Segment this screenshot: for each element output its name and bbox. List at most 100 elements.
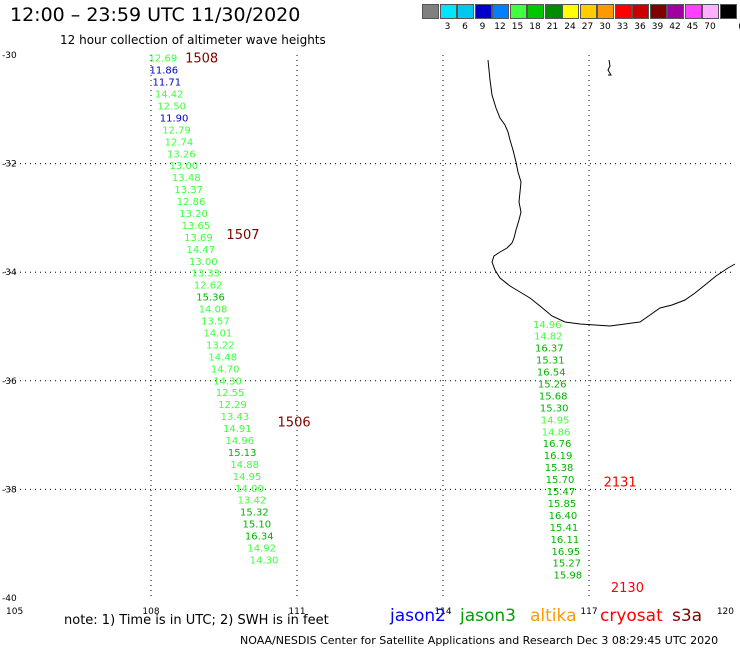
latitude-tick-label: -34 — [2, 268, 17, 278]
wave-height-value: 14.92 — [247, 544, 276, 555]
wave-height-value: 11.86 — [150, 66, 179, 77]
scale-swatch — [509, 4, 527, 19]
pass-number-label: 1508 — [185, 52, 218, 67]
wave-height-value: 15.10 — [242, 520, 271, 531]
wave-height-value: 13.57 — [201, 317, 230, 328]
wave-height-value: 12.50 — [157, 101, 186, 112]
satellite-altika-label: altika — [530, 606, 577, 626]
track-2131-2130: 14.9614.8216.3715.3116.5415.2615.6815.30… — [533, 320, 644, 596]
wave-height-value: 15.13 — [228, 448, 257, 459]
scale-label: 70 — [704, 22, 716, 32]
wave-height-value: 15.38 — [545, 463, 574, 474]
scale-label: 27 — [581, 22, 594, 32]
units-note: note: 1) Time is in UTC; 2) SWH is in fe… — [64, 613, 329, 628]
wave-height-value: 14.82 — [534, 332, 563, 343]
footer-credit: NOAA/NESDIS Center for Satellite Applica… — [240, 634, 719, 647]
wave-height-value: 12.79 — [162, 125, 191, 136]
wave-height-value: 11.71 — [152, 78, 181, 89]
satellite-jason3-label: jason3 — [460, 606, 516, 626]
wave-height-value: 14.00 — [235, 484, 264, 495]
wave-height-value: 14.30 — [250, 555, 279, 566]
latitude-tick-label: -38 — [2, 485, 17, 495]
scale-swatch — [474, 4, 492, 19]
wave-height-value: 12.62 — [194, 281, 223, 292]
wave-height-value: 14.42 — [155, 90, 184, 101]
latitude-tick-label: -32 — [2, 160, 17, 170]
scale-label: 12 — [494, 22, 506, 32]
scale-swatch — [667, 4, 684, 19]
scale-swatch — [422, 4, 439, 19]
grid-lines — [5, 55, 735, 598]
scale-swatch — [544, 4, 562, 19]
wave-height-value: 14.96 — [225, 436, 254, 447]
satellite-s3a-label: s3a — [672, 606, 703, 626]
scale-label: 6 — [462, 22, 468, 32]
scale-swatch — [614, 4, 632, 19]
axis-labels: 105 108 111 114 117 120 -30 -32 -34 -36 -38 -40 — [2, 51, 734, 617]
scale-swatch — [719, 4, 737, 19]
wave-height-value: 14.30 — [213, 376, 242, 387]
australia-coastline — [487, 59, 736, 327]
wave-height-value: 13.43 — [221, 412, 250, 423]
wave-height-value: 12.86 — [177, 197, 206, 208]
scale-label: 36 — [634, 22, 646, 32]
scale-swatch — [684, 4, 702, 19]
wave-height-value: 13.37 — [174, 185, 203, 196]
wave-height-value: 15.98 — [553, 571, 582, 582]
island-shape — [607, 59, 612, 76]
scale-swatch — [702, 4, 719, 19]
scale-label: 24 — [564, 22, 576, 32]
longitude-tick-label: 117 — [580, 607, 597, 617]
scale-swatch — [527, 4, 544, 19]
latitude-tick-label: -36 — [2, 377, 17, 387]
wave-height-value: 12.74 — [165, 137, 194, 148]
wave-height-value: 14.88 — [230, 460, 259, 471]
wave-height-value: 16.95 — [552, 547, 581, 558]
wave-height-value: 14.95 — [541, 415, 570, 426]
wave-height-value: 16.19 — [544, 451, 573, 462]
scale-label: 33 — [616, 22, 629, 32]
scale-label: 30 — [599, 22, 611, 32]
scale-swatch — [492, 4, 509, 19]
wave-height-value: 16.54 — [537, 368, 566, 379]
satellite-cryosat-label: cryosat — [600, 606, 663, 626]
pass-number-label: 1507 — [226, 228, 259, 243]
wave-height-value: 14.86 — [542, 427, 571, 438]
wave-height-value: 13.00 — [189, 257, 218, 268]
satellite-jason2-label: jason2 — [390, 606, 446, 626]
latitude-tick-label: -30 — [2, 51, 17, 61]
pass-number-label: 2131 — [604, 475, 637, 490]
scale-label: 42 — [669, 22, 681, 32]
wave-height-value: 13.22 — [206, 340, 235, 351]
wave-height-value: 14.47 — [187, 245, 216, 256]
longitude-tick-label: 105 — [6, 607, 23, 617]
wave-height-value: 14.48 — [208, 352, 237, 363]
wave-height-value: 13.69 — [184, 233, 213, 244]
scale-swatch — [597, 4, 614, 19]
map-title: 12:00 – 23:59 UTC 11/30/2020 — [10, 4, 301, 26]
wave-height-value: 15.32 — [240, 508, 269, 519]
wave-height-value: 13.33 — [191, 269, 220, 280]
scale-label: 3 — [444, 22, 451, 32]
pass-number-label: 1506 — [278, 416, 311, 431]
wave-height-value: 15.27 — [553, 559, 582, 570]
wave-height-value: 15.47 — [547, 487, 576, 498]
wave-height-value: 11.90 — [160, 113, 189, 124]
wave-height-value: 14.08 — [199, 305, 228, 316]
scale-label: 18 — [529, 22, 541, 32]
wave-height-value: 15.85 — [548, 499, 577, 510]
wave-height-value: 13.20 — [179, 209, 208, 220]
wave-height-value: 16.34 — [245, 532, 274, 543]
wave-height-value: 12.29 — [218, 400, 247, 411]
scale-label: 9 — [479, 22, 486, 32]
wave-height-value: 15.36 — [196, 293, 225, 304]
wave-height-value: 15.31 — [536, 356, 565, 367]
scale-unit-label: (ft) — [732, 22, 740, 32]
wave-height-value: 14.91 — [223, 424, 252, 435]
map-subtitle: 12 hour collection of altimeter wave hei… — [60, 33, 326, 47]
scale-label: 45 — [686, 22, 699, 32]
longitude-tick-label: 108 — [142, 607, 159, 617]
wave-height-value: 16.76 — [543, 439, 572, 450]
wave-height-value: 15.30 — [540, 403, 569, 414]
